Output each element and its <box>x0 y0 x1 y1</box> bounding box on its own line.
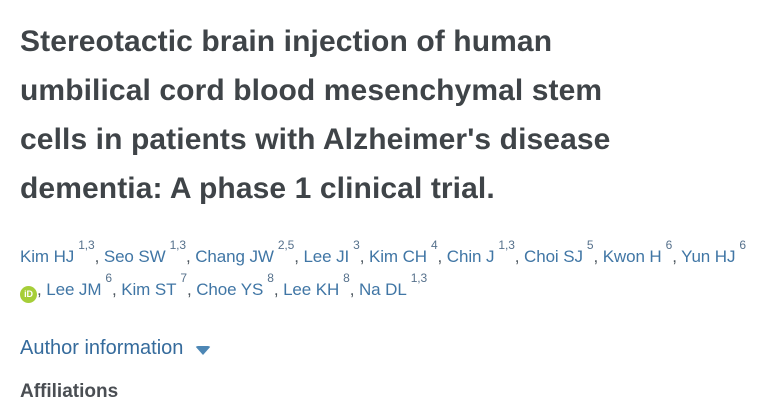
author-link-kim-ch[interactable]: Kim CH <box>369 247 427 266</box>
article-title-line: dementia: A phase 1 clinical trial. <box>20 172 495 205</box>
author-affiliation-sup: 6 <box>739 238 746 253</box>
article-title: Stereotactic brain injection of human um… <box>20 0 761 213</box>
author-separator: , <box>94 247 104 266</box>
author-separator: , <box>37 280 47 299</box>
author-link-choi-sj[interactable]: Choi SJ <box>524 247 583 266</box>
author-link-lee-jm[interactable]: Lee JM <box>46 280 102 299</box>
author-link-chang-jw[interactable]: Chang JW <box>195 247 274 266</box>
chevron-down-icon <box>195 345 212 355</box>
author-link-yun-hj[interactable]: Yun HJ <box>681 247 736 266</box>
author-separator: , <box>437 247 447 266</box>
author-separator: , <box>294 247 304 266</box>
author-affiliation-sup: 6 <box>105 271 112 286</box>
affiliations-heading: Affiliations <box>20 381 119 402</box>
article-title-line: umbilical cord blood mesenchymal stem <box>20 74 603 107</box>
author-list: Kim HJ1,3, Seo SW1,3, Chang JW2,5, Lee J… <box>20 238 765 306</box>
author-affiliation-sup: 1,3 <box>410 271 428 286</box>
author-information-toggle[interactable]: Author information <box>20 337 212 360</box>
author-link-seo-sw[interactable]: Seo SW <box>103 247 166 266</box>
author-affiliation-sup: 8 <box>267 271 274 286</box>
author-affiliation-sup: 4 <box>430 238 438 253</box>
author-affiliation-sup: 2,5 <box>277 238 295 253</box>
orcid-icon[interactable]: iD <box>20 286 37 303</box>
author-affiliation-sup: 6 <box>665 238 673 253</box>
author-affiliation-sup: 7 <box>180 271 187 286</box>
author-separator: , <box>593 247 603 266</box>
article-title-line: cells in patients with Alzheimer's disea… <box>20 123 611 156</box>
author-separator: , <box>359 247 369 266</box>
author-separator: , <box>672 247 682 266</box>
author-link-kwon-h[interactable]: Kwon H <box>602 247 662 266</box>
author-separator: , <box>186 280 197 299</box>
author-affiliation-sup: 5 <box>586 238 594 253</box>
author-separator: , <box>111 280 122 299</box>
author-link-lee-kh[interactable]: Lee KH <box>283 280 340 299</box>
author-link-chin-j[interactable]: Chin J <box>446 247 495 266</box>
author-separator: , <box>349 280 359 299</box>
author-link-kim-st[interactable]: Kim ST <box>121 280 177 299</box>
author-link-kim-hj[interactable]: Kim HJ <box>20 247 75 266</box>
author-separator: , <box>185 247 196 266</box>
author-link-na-dl[interactable]: Na DL <box>359 280 407 299</box>
author-affiliation-sup: 1,3 <box>169 238 186 253</box>
author-information-label: Author information <box>20 337 184 359</box>
author-link-lee-ji[interactable]: Lee JI <box>303 247 350 266</box>
author-separator: , <box>514 247 525 266</box>
author-separator: , <box>273 280 284 299</box>
author-link-choe-ys[interactable]: Choe YS <box>196 280 264 299</box>
author-affiliation-sup: 8 <box>343 271 350 286</box>
author-affiliation-sup: 1,3 <box>78 238 95 253</box>
author-affiliation-sup: 3 <box>353 238 360 253</box>
author-affiliation-sup: 1,3 <box>498 238 515 253</box>
article-title-line: Stereotactic brain injection of human <box>20 25 553 58</box>
